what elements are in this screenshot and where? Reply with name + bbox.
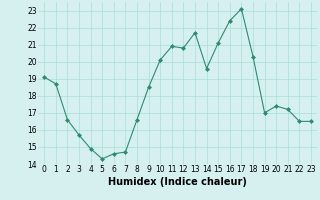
X-axis label: Humidex (Indice chaleur): Humidex (Indice chaleur)	[108, 177, 247, 187]
